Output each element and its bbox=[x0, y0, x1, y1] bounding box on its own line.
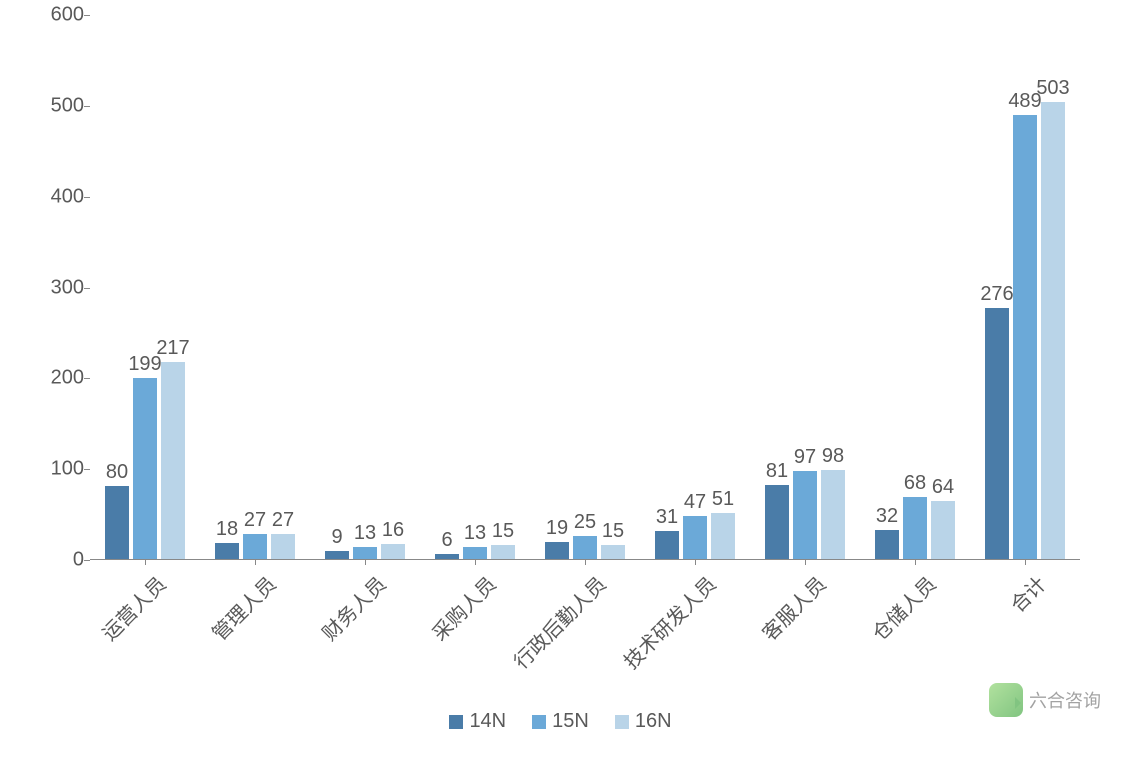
bar: 68 bbox=[903, 497, 927, 559]
legend-swatch bbox=[532, 715, 546, 729]
x-tick-mark bbox=[145, 559, 146, 565]
bar-value-label: 9 bbox=[331, 526, 342, 549]
bar-value-label: 47 bbox=[684, 491, 706, 514]
y-tick-mark bbox=[84, 560, 90, 561]
bar-chart: 0100200300400500600运营人员80199217管理人员18272… bbox=[40, 10, 1090, 630]
bar: 51 bbox=[711, 513, 735, 559]
legend-label: 16N bbox=[635, 710, 672, 733]
bar: 80 bbox=[105, 486, 129, 559]
x-tick-mark bbox=[475, 559, 476, 565]
legend-label: 14N bbox=[469, 710, 506, 733]
bar-value-label: 80 bbox=[106, 461, 128, 484]
bar: 15 bbox=[491, 545, 515, 559]
bar-value-label: 51 bbox=[712, 488, 734, 511]
bar-value-label: 64 bbox=[932, 476, 954, 499]
bar: 489 bbox=[1013, 115, 1037, 559]
bar: 6 bbox=[435, 554, 459, 559]
bar: 217 bbox=[161, 362, 185, 559]
wechat-icon bbox=[989, 683, 1023, 717]
bar: 27 bbox=[243, 534, 267, 559]
bar-value-label: 13 bbox=[464, 522, 486, 545]
bar-value-label: 6 bbox=[441, 529, 452, 552]
bar-value-label: 15 bbox=[602, 520, 624, 543]
y-tick-mark bbox=[84, 469, 90, 470]
plot-area: 0100200300400500600运营人员80199217管理人员18272… bbox=[90, 15, 1080, 560]
bar-value-label: 18 bbox=[216, 518, 238, 541]
bar-value-label: 98 bbox=[822, 445, 844, 468]
x-tick-mark bbox=[365, 559, 366, 565]
bar-value-label: 15 bbox=[492, 520, 514, 543]
bar-value-label: 19 bbox=[546, 517, 568, 540]
bar: 25 bbox=[573, 536, 597, 559]
bar: 98 bbox=[821, 470, 845, 559]
bar-value-label: 81 bbox=[766, 460, 788, 483]
bar: 18 bbox=[215, 543, 239, 559]
y-tick-mark bbox=[84, 378, 90, 379]
x-category-label: 采购人员 bbox=[424, 569, 501, 646]
bar: 81 bbox=[765, 485, 789, 559]
bar: 199 bbox=[133, 378, 157, 559]
bar-value-label: 31 bbox=[656, 506, 678, 529]
x-category-label: 仓储人员 bbox=[864, 569, 941, 646]
x-category-label: 客服人员 bbox=[754, 569, 831, 646]
bar: 31 bbox=[655, 531, 679, 559]
x-tick-mark bbox=[1025, 559, 1026, 565]
watermark: 六合咨询 bbox=[989, 683, 1101, 717]
y-tick-mark bbox=[84, 288, 90, 289]
x-category-label: 管理人员 bbox=[204, 569, 281, 646]
x-category-label: 行政后勤人员 bbox=[506, 569, 611, 674]
legend-swatch bbox=[615, 715, 629, 729]
bar: 32 bbox=[875, 530, 899, 559]
bar-value-label: 27 bbox=[244, 509, 266, 532]
bar-value-label: 32 bbox=[876, 505, 898, 528]
y-tick-mark bbox=[84, 197, 90, 198]
legend-item: 15N bbox=[532, 710, 589, 733]
bar: 47 bbox=[683, 516, 707, 559]
bar: 19 bbox=[545, 542, 569, 559]
bar: 13 bbox=[463, 547, 487, 559]
x-tick-mark bbox=[695, 559, 696, 565]
bar-value-label: 68 bbox=[904, 472, 926, 495]
x-category-label: 财务人员 bbox=[314, 569, 391, 646]
bar-value-label: 16 bbox=[382, 519, 404, 542]
bar-value-label: 25 bbox=[574, 511, 596, 534]
x-category-label: 技术研发人员 bbox=[616, 569, 721, 674]
bar: 27 bbox=[271, 534, 295, 559]
watermark-label: 六合咨询 bbox=[1029, 687, 1101, 713]
bar-value-label: 27 bbox=[272, 509, 294, 532]
bar: 503 bbox=[1041, 102, 1065, 559]
legend-item: 16N bbox=[615, 710, 672, 733]
y-tick-mark bbox=[84, 106, 90, 107]
x-tick-mark bbox=[585, 559, 586, 565]
legend: 14N 15N 16N bbox=[0, 710, 1121, 733]
bar: 276 bbox=[985, 308, 1009, 559]
legend-swatch bbox=[449, 715, 463, 729]
bar-value-label: 217 bbox=[156, 337, 189, 360]
x-tick-mark bbox=[805, 559, 806, 565]
bar-value-label: 13 bbox=[354, 522, 376, 545]
bar-value-label: 276 bbox=[980, 283, 1013, 306]
bar: 9 bbox=[325, 551, 349, 559]
x-category-label: 运营人员 bbox=[94, 569, 171, 646]
y-tick-mark bbox=[84, 15, 90, 16]
bar: 13 bbox=[353, 547, 377, 559]
legend-label: 15N bbox=[552, 710, 589, 733]
x-category-label: 合计 bbox=[1003, 569, 1052, 618]
bar-value-label: 97 bbox=[794, 446, 816, 469]
bar: 97 bbox=[793, 471, 817, 559]
x-tick-mark bbox=[915, 559, 916, 565]
x-tick-mark bbox=[255, 559, 256, 565]
bar-value-label: 503 bbox=[1036, 77, 1069, 100]
bar: 16 bbox=[381, 544, 405, 559]
legend-item: 14N bbox=[449, 710, 506, 733]
bar: 15 bbox=[601, 545, 625, 559]
bar: 64 bbox=[931, 501, 955, 559]
